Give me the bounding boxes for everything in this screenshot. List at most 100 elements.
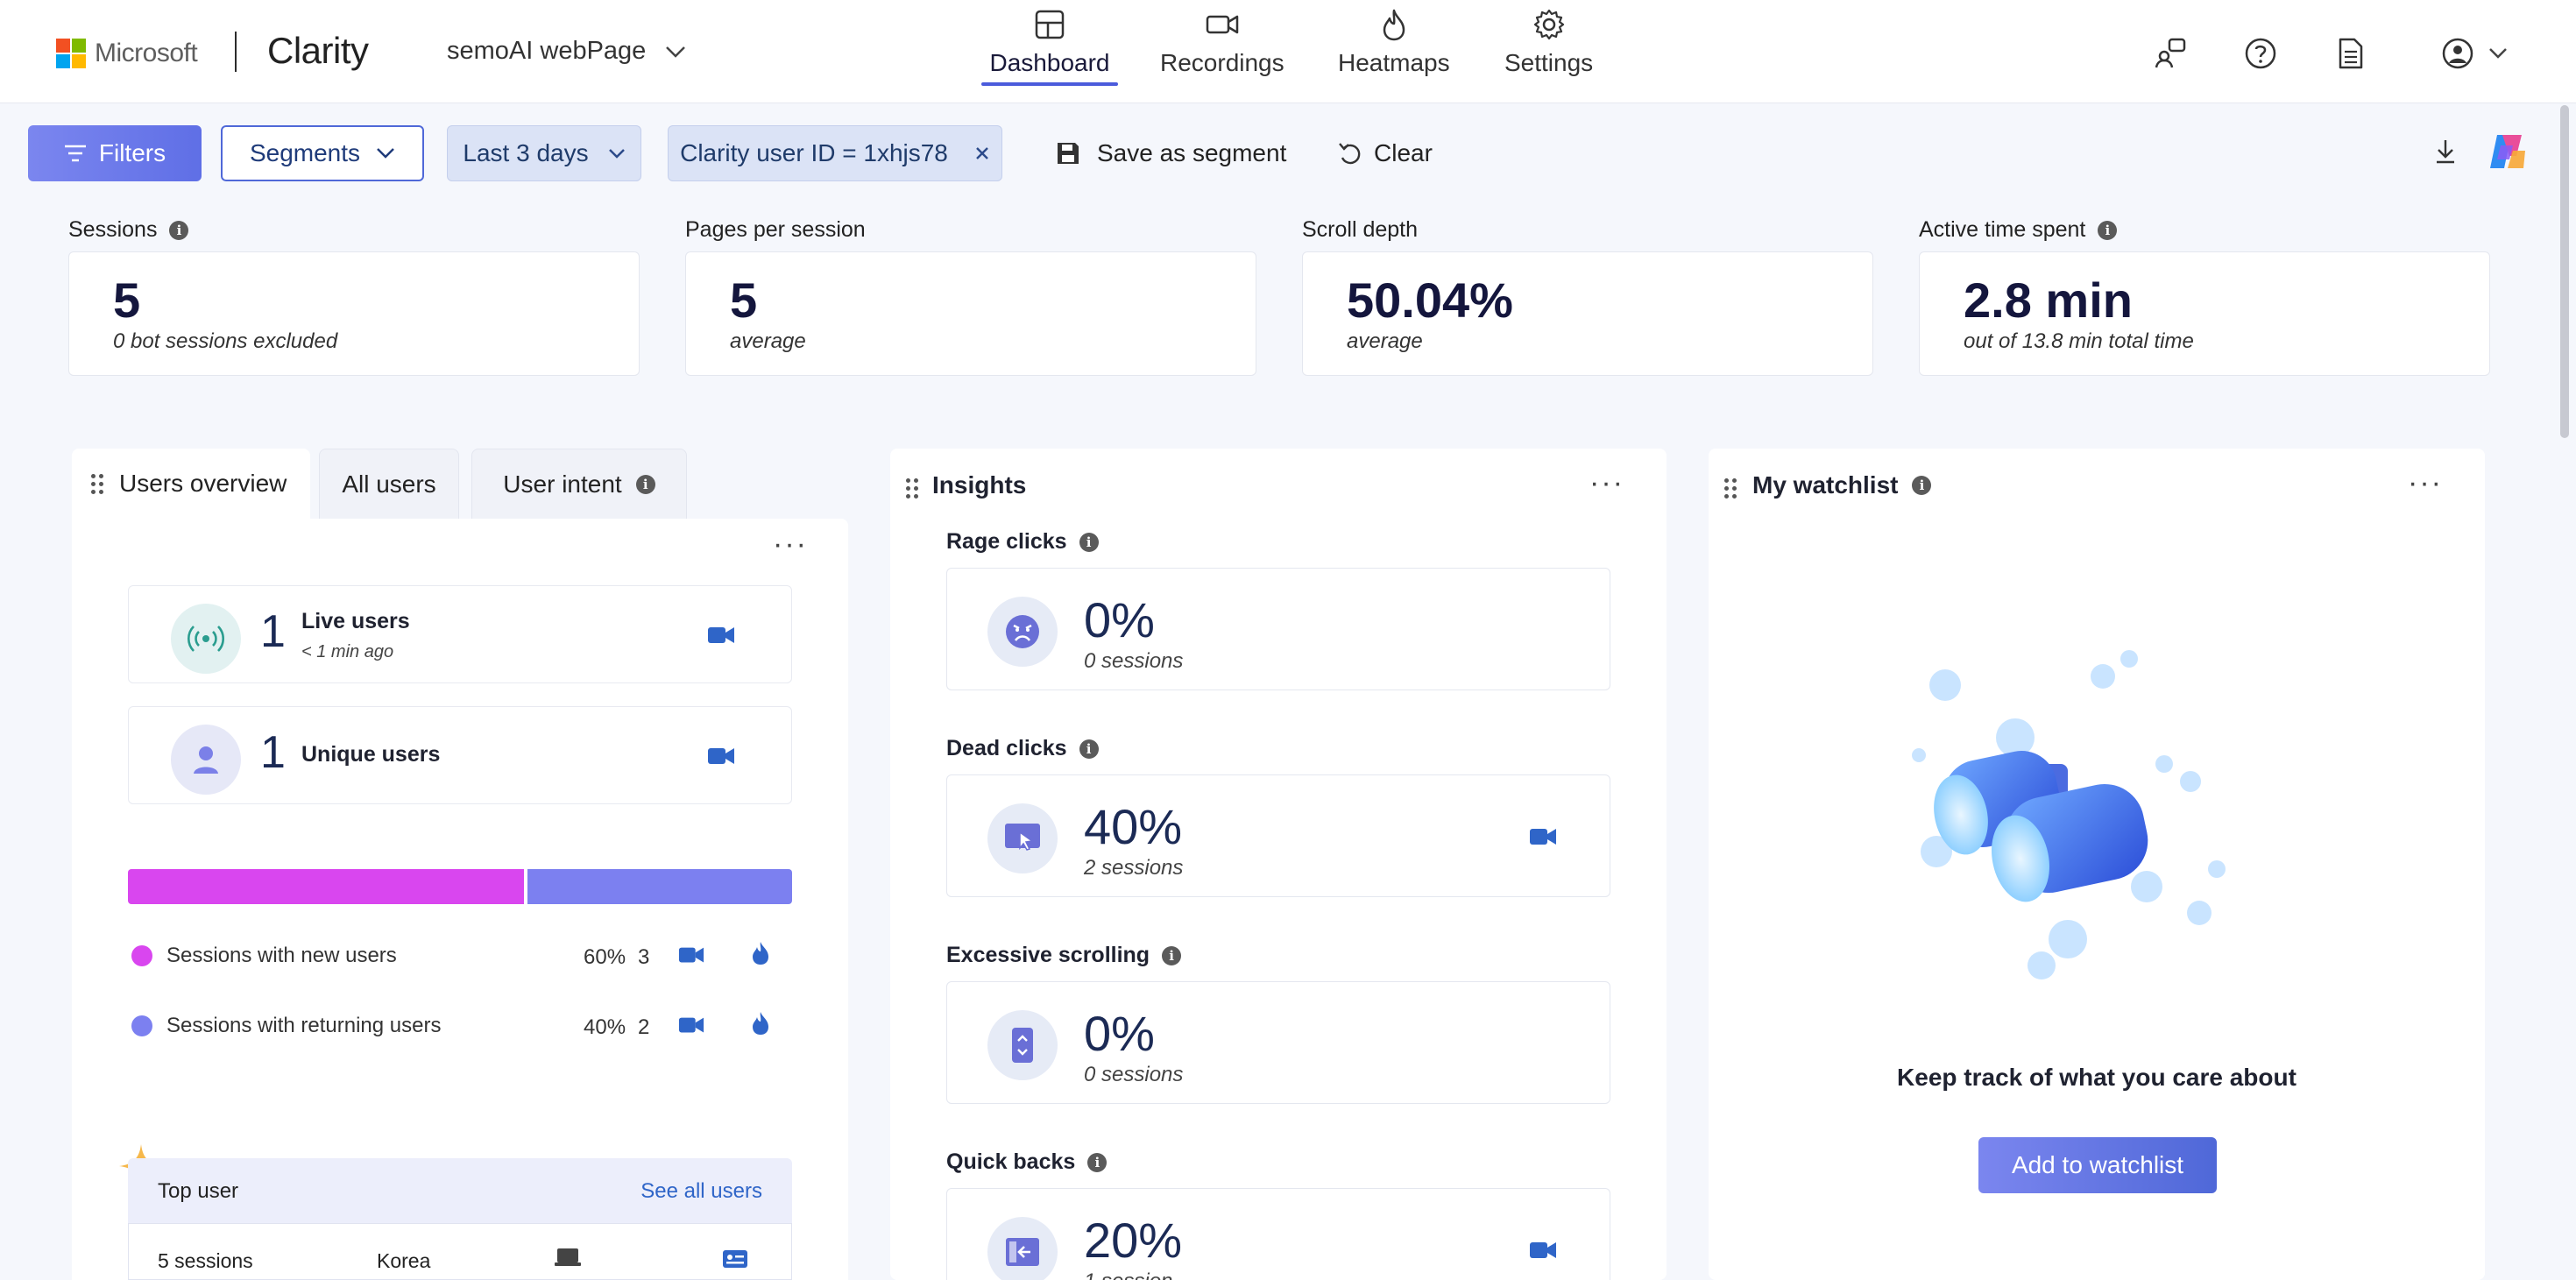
info-icon[interactable]: i [1087, 1152, 1108, 1172]
filters-label: Filters [98, 139, 166, 166]
dead-clicks-card[interactable]: 40% 2 sessions [946, 774, 1610, 897]
metric-scroll-label: Scroll depth [1302, 217, 1418, 243]
legend-dot [131, 1015, 152, 1036]
dead-clicks-title: Dead clicks [946, 736, 1067, 760]
info-icon[interactable]: i [1162, 945, 1182, 965]
rage-clicks-label: Rage clicks i [946, 529, 1099, 555]
watchlist-panel: My watchlist i ··· Keep track of what yo… [1709, 449, 2485, 1280]
segments-dropdown[interactable]: Segments [221, 125, 424, 181]
info-icon[interactable]: i [1079, 739, 1099, 759]
tab-user-intent[interactable]: User intent i [471, 449, 687, 519]
heatmap-flame-icon[interactable] [750, 940, 771, 966]
quick-backs-sub: 1 session [1084, 1269, 1172, 1280]
quick-backs-card[interactable]: 20% 1 session [946, 1188, 1610, 1280]
drag-handle-icon[interactable] [91, 473, 103, 494]
video-camera-icon[interactable] [707, 625, 735, 646]
person-icon [171, 725, 241, 795]
date-range-dropdown[interactable]: Last 3 days [447, 125, 641, 181]
watchlist-empty-text: Keep track of what you care about [1897, 1064, 2296, 1091]
save-as-segment-button[interactable]: Save as segment [1055, 125, 1286, 181]
undo-icon [1339, 143, 1361, 165]
angry-face-icon [987, 597, 1058, 667]
metric-card-active-time: 2.8 min out of 13.8 min total time [1919, 251, 2490, 376]
video-camera-icon[interactable] [1529, 1240, 1557, 1261]
top-user-card: Top user See all users 5 sessions Korea [128, 1158, 792, 1280]
info-icon[interactable]: i [1912, 476, 1932, 495]
rage-clicks-card[interactable]: 0% 0 sessions [946, 568, 1610, 690]
returning-users-bar-segment[interactable] [527, 869, 792, 904]
tab-all-users-label: All users [342, 470, 436, 498]
tab-all-users[interactable]: All users [319, 449, 459, 519]
user-id-filter-label: Clarity user ID = 1xhjs78 [680, 139, 948, 166]
account-menu[interactable] [2441, 37, 2508, 70]
id-card-icon[interactable] [722, 1249, 748, 1269]
quick-backs-label: Quick backs i [946, 1149, 1108, 1175]
save-disk-icon [1058, 143, 1079, 164]
see-all-users-link[interactable]: See all users [640, 1179, 762, 1203]
clear-label: Clear [1374, 139, 1433, 166]
dead-click-icon [987, 803, 1058, 873]
new-users-bar-segment[interactable] [128, 869, 524, 904]
product-name[interactable]: Clarity [267, 30, 369, 71]
watchlist-title: My watchlist [1752, 471, 1899, 499]
metric-pages-title: Pages per session [685, 217, 866, 242]
unique-users-label: Unique users [301, 742, 441, 767]
metric-pages-value: 5 [730, 272, 758, 328]
feedback-icon[interactable] [2154, 37, 2187, 70]
live-broadcast-icon [171, 604, 241, 674]
microsoft-logo-icon [56, 39, 86, 68]
info-icon[interactable]: i [169, 220, 189, 240]
drag-handle-icon[interactable] [1724, 478, 1737, 499]
info-icon[interactable]: i [1079, 532, 1099, 552]
logo-divider [235, 32, 237, 72]
excessive-scrolling-card[interactable]: 0% 0 sessions [946, 981, 1610, 1104]
help-icon[interactable] [2244, 37, 2277, 70]
video-camera-icon[interactable] [678, 1015, 704, 1036]
close-icon[interactable] [974, 145, 990, 161]
metric-active-time-sub: out of 13.8 min total time [1964, 329, 2194, 353]
drag-handle-icon[interactable] [906, 478, 918, 499]
nav-dashboard[interactable]: Dashboard [981, 7, 1118, 86]
page-scrollbar[interactable] [2560, 105, 2569, 438]
metric-pages-label: Pages per session [685, 217, 866, 243]
add-to-watchlist-button[interactable]: Add to watchlist [1978, 1137, 2217, 1193]
excessive-scrolling-sub: 0 sessions [1084, 1063, 1184, 1086]
video-camera-icon[interactable] [678, 944, 704, 965]
insights-title: Insights [932, 471, 1027, 499]
filters-button[interactable]: Filters [28, 125, 202, 181]
nav-settings[interactable]: Settings [1504, 7, 1593, 77]
video-camera-icon[interactable] [707, 746, 735, 767]
download-icon[interactable] [2434, 138, 2457, 165]
clear-button[interactable]: Clear [1337, 125, 1433, 181]
microsoft-logo[interactable]: Microsoft [56, 39, 198, 68]
scroll-icon [987, 1010, 1058, 1080]
user-id-filter-chip[interactable]: Clarity user ID = 1xhjs78 [668, 125, 1002, 181]
more-options-icon[interactable]: ··· [1589, 466, 1624, 499]
video-camera-icon [1206, 15, 1239, 34]
metric-scroll-sub: average [1347, 329, 1423, 353]
nav-heatmaps[interactable]: Heatmaps [1338, 7, 1450, 77]
quick-backs-title: Quick backs [946, 1149, 1076, 1174]
document-icon[interactable] [2335, 37, 2367, 70]
copilot-icon[interactable] [2485, 130, 2529, 173]
project-name: semoAI webPage [447, 37, 647, 65]
legend-returning-count: 2 [638, 1015, 650, 1039]
metric-sessions-value: 5 [113, 272, 141, 328]
tab-users-overview[interactable]: Users overview [72, 449, 310, 519]
live-users-card: 1 Live users < 1 min ago [128, 585, 792, 683]
brand-name: Microsoft [95, 39, 198, 67]
metric-pages-sub: average [730, 329, 806, 353]
info-icon[interactable]: i [635, 474, 655, 494]
unique-users-card: 1 Unique users [128, 706, 792, 804]
more-options-icon[interactable]: ··· [2408, 466, 2443, 499]
more-options-icon[interactable]: ··· [773, 527, 808, 561]
info-icon[interactable]: i [2098, 220, 2118, 240]
chevron-down-icon [377, 148, 394, 159]
video-camera-icon[interactable] [1529, 826, 1557, 847]
project-selector[interactable]: semoAI webPage [447, 37, 686, 66]
nav-heatmaps-label: Heatmaps [1338, 49, 1450, 76]
heatmap-flame-icon[interactable] [750, 1010, 771, 1036]
nav-recordings[interactable]: Recordings [1160, 7, 1284, 77]
legend-returning-label: Sessions with returning users [166, 1014, 442, 1037]
legend-row-new-users: Sessions with new users [131, 944, 397, 968]
